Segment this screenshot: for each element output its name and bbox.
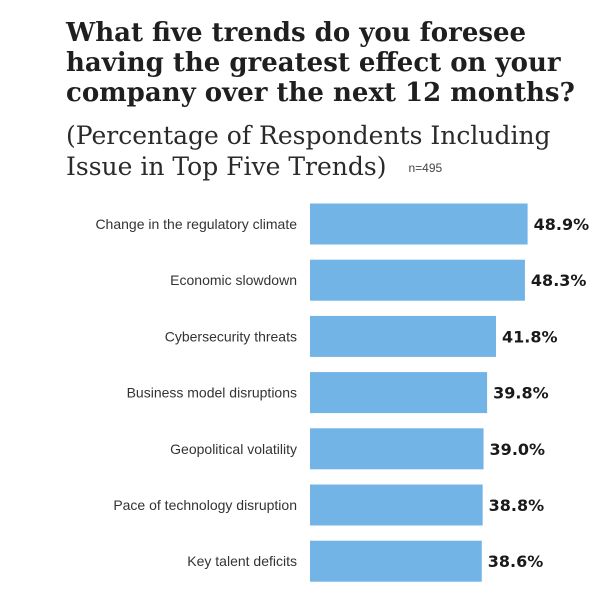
bar-row: Economic slowdown 48.3% [170, 259, 587, 301]
value-label: 39.8% [493, 384, 549, 403]
category-label: Change in the regulatory climate [95, 216, 297, 232]
value-label: 38.8% [489, 496, 545, 515]
sample-size-note: n=495 [408, 161, 443, 175]
bar-row: Pace of technology disruption 38.8% [113, 484, 545, 526]
value-label: 38.6% [488, 552, 544, 571]
bar [310, 315, 497, 357]
value-label: 48.9% [534, 215, 590, 234]
bar [310, 259, 525, 301]
chart-subtitle: (Percentage of Respondents Including Iss… [66, 121, 551, 181]
category-label: Cybersecurity threats [165, 328, 297, 344]
category-label: Economic slowdown [170, 272, 297, 288]
value-label: 48.3% [531, 271, 587, 290]
bar-row: Cybersecurity threats 41.8% [165, 315, 558, 357]
value-label: 41.8% [502, 327, 558, 346]
bar [310, 203, 528, 245]
bar-row: Business model disruptions 39.8% [127, 372, 549, 414]
chart-title: What five trends do you foresee having t… [66, 18, 575, 108]
chart-subtitle-block: (Percentage of Respondents Including Iss… [66, 120, 606, 184]
category-label: Pace of technology disruption [113, 497, 297, 513]
category-label: Key talent deficits [187, 553, 297, 569]
value-label: 39.0% [490, 440, 546, 459]
bar [310, 428, 484, 470]
bar [310, 540, 482, 582]
bar [310, 484, 483, 526]
bar-row: Geopolitical volatility 39.0% [170, 428, 546, 470]
bar-row: Change in the regulatory climate 48.9% [95, 203, 590, 245]
category-label: Business model disruptions [127, 385, 297, 401]
bar-row: Key talent deficits 38.6% [187, 540, 544, 582]
category-label: Geopolitical volatility [170, 441, 297, 457]
bar [310, 372, 488, 414]
